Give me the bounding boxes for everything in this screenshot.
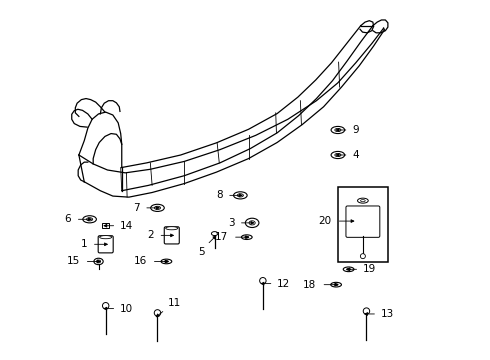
Circle shape bbox=[260, 278, 266, 284]
Text: 17: 17 bbox=[215, 232, 228, 242]
Bar bbox=[102, 223, 109, 228]
Ellipse shape bbox=[245, 236, 249, 238]
Circle shape bbox=[154, 310, 161, 316]
Ellipse shape bbox=[331, 152, 344, 158]
Ellipse shape bbox=[166, 227, 178, 230]
Ellipse shape bbox=[242, 235, 252, 239]
Ellipse shape bbox=[83, 216, 97, 223]
Circle shape bbox=[363, 308, 369, 314]
Ellipse shape bbox=[331, 282, 342, 287]
Text: 15: 15 bbox=[67, 256, 80, 266]
Ellipse shape bbox=[211, 231, 218, 235]
Ellipse shape bbox=[249, 221, 255, 225]
Text: 9: 9 bbox=[352, 125, 359, 135]
Ellipse shape bbox=[161, 259, 172, 264]
Circle shape bbox=[102, 302, 109, 309]
Text: 6: 6 bbox=[64, 214, 71, 224]
Ellipse shape bbox=[87, 218, 93, 221]
Ellipse shape bbox=[358, 198, 368, 203]
FancyBboxPatch shape bbox=[164, 227, 179, 244]
Ellipse shape bbox=[245, 218, 259, 228]
Text: 5: 5 bbox=[198, 247, 205, 257]
Ellipse shape bbox=[237, 194, 244, 197]
Text: 20: 20 bbox=[318, 216, 331, 226]
Ellipse shape bbox=[346, 269, 351, 270]
Text: 8: 8 bbox=[216, 190, 222, 201]
Text: 4: 4 bbox=[352, 150, 359, 160]
Text: 2: 2 bbox=[147, 230, 154, 240]
Ellipse shape bbox=[335, 153, 341, 157]
Text: 11: 11 bbox=[168, 298, 181, 308]
Ellipse shape bbox=[99, 235, 112, 239]
FancyBboxPatch shape bbox=[98, 236, 113, 253]
Ellipse shape bbox=[94, 258, 103, 265]
Text: 19: 19 bbox=[363, 264, 376, 274]
Text: 16: 16 bbox=[133, 256, 147, 266]
Ellipse shape bbox=[343, 267, 354, 272]
Ellipse shape bbox=[335, 129, 341, 132]
Text: 3: 3 bbox=[228, 218, 234, 228]
Text: 7: 7 bbox=[133, 203, 140, 213]
Text: 12: 12 bbox=[277, 279, 291, 289]
Ellipse shape bbox=[334, 284, 338, 285]
Ellipse shape bbox=[164, 261, 169, 262]
Ellipse shape bbox=[234, 192, 247, 199]
Circle shape bbox=[360, 254, 366, 259]
Text: 10: 10 bbox=[120, 303, 133, 314]
Text: 1: 1 bbox=[80, 239, 87, 249]
Ellipse shape bbox=[361, 199, 365, 202]
Text: 14: 14 bbox=[120, 221, 133, 231]
Text: 18: 18 bbox=[303, 280, 317, 290]
Ellipse shape bbox=[151, 204, 164, 211]
Ellipse shape bbox=[331, 126, 344, 134]
Ellipse shape bbox=[97, 260, 100, 263]
Bar bbox=[338, 187, 388, 262]
FancyBboxPatch shape bbox=[346, 206, 380, 237]
Text: 13: 13 bbox=[381, 309, 394, 319]
Ellipse shape bbox=[154, 206, 161, 210]
